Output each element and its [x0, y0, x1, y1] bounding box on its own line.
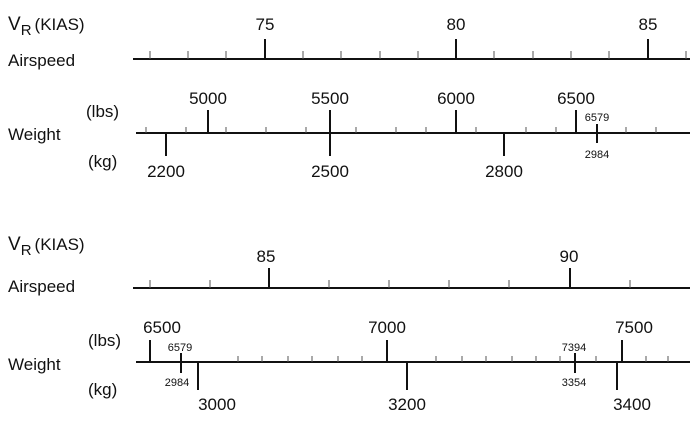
- airspeed-tick-label: 85: [639, 15, 658, 34]
- airspeed-scale: [133, 268, 690, 289]
- airspeed-tick-label: 90: [560, 247, 579, 266]
- vr-label: VR (KIAS): [8, 234, 85, 259]
- weight-scale: [136, 110, 690, 156]
- airspeed-tick-label: 75: [256, 15, 275, 34]
- weight-label: Weight: [8, 125, 61, 144]
- airspeed-label: Airspeed: [8, 277, 75, 296]
- lbs-tick-label: 5500: [311, 89, 349, 108]
- lbs-tick-label: 6500: [143, 318, 181, 337]
- airspeed-tick-label: 85: [257, 247, 276, 266]
- kg-tick-label: 2500: [311, 162, 349, 181]
- marker-low-lbs-label: 6579: [168, 342, 192, 354]
- lbs-tick-label: 6500: [557, 89, 595, 108]
- kg-label: (kg): [88, 152, 117, 171]
- airspeed-tick-label: 80: [447, 15, 466, 34]
- kg-tick-label: 3200: [388, 395, 426, 414]
- weight-minor-ticks: [145, 127, 657, 133]
- marker-lbs-label: 6579: [585, 112, 609, 124]
- marker-kg-label: 2984: [585, 149, 609, 161]
- lbs-tick-label: 7000: [368, 318, 406, 337]
- lbs-tick-label: 5000: [189, 89, 227, 108]
- airspeed-minor-ticks: [149, 51, 687, 59]
- lbs-label: (lbs): [88, 331, 121, 350]
- airspeed-label: Airspeed: [8, 51, 75, 70]
- vr-label: VR (KIAS): [8, 14, 85, 39]
- marker-high-lbs-label: 7394: [562, 342, 586, 354]
- kg-tick-label: 3000: [198, 395, 236, 414]
- weight-minor-ticks: [237, 356, 669, 362]
- lbs-tick-label: 6000: [437, 89, 475, 108]
- kg-tick-label: 2800: [485, 162, 523, 181]
- marker-low-kg-label: 2984: [165, 377, 189, 389]
- kg-tick-label: 2200: [147, 162, 185, 181]
- kg-label: (kg): [88, 380, 117, 399]
- airspeed-minor-ticks: [149, 280, 631, 288]
- marker-high-kg-label: 3354: [562, 377, 586, 389]
- bottom-chart: VR (KIAS) Airspeed 85 90 (lbs) Weight (kg…: [8, 234, 690, 414]
- airspeed-scale: [133, 39, 690, 60]
- kg-tick-label: 3400: [613, 395, 651, 414]
- lbs-label: (lbs): [86, 102, 119, 121]
- weight-scale: [136, 340, 690, 390]
- lbs-tick-label: 7500: [615, 318, 653, 337]
- top-chart: VR (KIAS) Airspeed 75 80 85 (lbs) Weight …: [8, 14, 690, 181]
- weight-label: Weight: [8, 355, 61, 374]
